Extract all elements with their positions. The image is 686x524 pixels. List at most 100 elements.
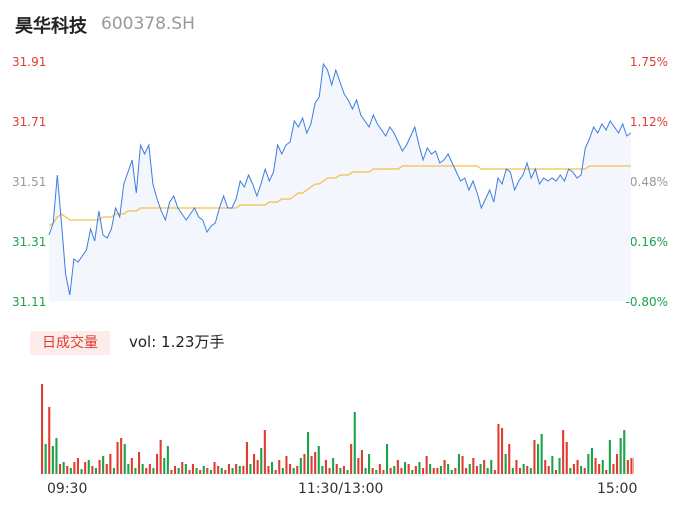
volume-bar — [400, 468, 403, 474]
volume-bar — [213, 462, 216, 474]
volume-bar — [105, 464, 108, 474]
volume-bar — [346, 470, 349, 474]
volume-bar — [224, 470, 227, 474]
volume-bar — [191, 464, 194, 474]
volume-bar — [285, 456, 288, 474]
volume-bar — [533, 440, 536, 474]
volume-bar — [130, 458, 133, 474]
volume-bar — [619, 438, 622, 474]
volume-bar — [66, 466, 69, 474]
volume-bar — [332, 458, 335, 474]
price-tick-label: 31.91 — [12, 55, 47, 69]
volume-bar — [368, 454, 371, 474]
volume-bar — [195, 468, 198, 474]
volume-bar — [317, 446, 320, 474]
volume-bar — [612, 464, 615, 474]
volume-bar — [407, 464, 410, 474]
volume-bar — [422, 468, 425, 474]
volume-bar — [55, 438, 58, 474]
volume-bar — [447, 464, 450, 474]
volume-bar — [44, 444, 47, 474]
volume-bar — [386, 444, 389, 474]
volume-bar — [80, 469, 83, 474]
volume-bar — [396, 460, 399, 474]
volume-bar — [461, 456, 464, 474]
price-tick-label: 31.71 — [12, 115, 47, 129]
volume-bar — [51, 446, 54, 474]
volume-bar — [134, 468, 137, 474]
volume-bar — [511, 468, 514, 474]
volume-bar — [170, 470, 173, 474]
volume-bar — [472, 458, 475, 474]
volume-bar — [608, 440, 611, 474]
volume-bar — [587, 454, 590, 474]
volume-bar — [554, 470, 557, 474]
volume-bar — [87, 460, 90, 474]
volume-bar — [375, 470, 378, 474]
volume-bar — [342, 466, 345, 474]
volume-bar — [238, 466, 241, 474]
stock-name: 昊华科技 — [15, 16, 87, 37]
volume-bar — [436, 468, 439, 474]
volume-bar — [371, 468, 374, 474]
volume-bar — [393, 466, 396, 474]
volume-bar — [529, 468, 532, 474]
volume-bar — [321, 466, 324, 474]
volume-bar — [540, 434, 543, 474]
volume-bar — [497, 424, 500, 474]
volume-bar — [364, 468, 367, 474]
volume-bar — [389, 468, 392, 474]
volume-bar — [569, 468, 572, 474]
volume-tab[interactable]: 日成交量 — [30, 331, 110, 355]
volume-bar — [616, 454, 619, 474]
avg-price-line — [48, 165, 631, 227]
volume-bar — [84, 462, 87, 474]
volume-bar — [177, 468, 180, 474]
volume-bar — [102, 456, 105, 474]
volume-readout: vol: 1.23万手 — [129, 333, 225, 351]
volume-bar — [626, 460, 629, 474]
pct-tick-label: -0.16% — [625, 235, 668, 249]
price-line — [48, 62, 632, 296]
volume-bar — [483, 460, 486, 474]
volume-bar — [59, 464, 62, 474]
volume-bar — [138, 452, 141, 474]
volume-bar — [551, 456, 554, 474]
price-area — [49, 64, 631, 301]
volume-bar — [544, 460, 547, 474]
volume-bar — [522, 464, 525, 474]
volume-bar — [339, 468, 342, 474]
volume-bar — [141, 464, 144, 474]
volume-bar — [439, 466, 442, 474]
volume-bar — [432, 468, 435, 474]
volume-bar — [152, 468, 155, 474]
volume-bar — [353, 412, 356, 474]
volume-bar — [181, 462, 184, 474]
volume-bar — [220, 468, 223, 474]
volume-bar — [274, 470, 277, 474]
volume-bar — [486, 468, 489, 474]
volume-bar — [328, 468, 331, 474]
volume-bar — [123, 444, 126, 474]
price-tick-label: 31.51 — [12, 175, 47, 189]
volume-bar — [48, 407, 51, 474]
volume-bar — [217, 466, 220, 474]
volume-bar — [159, 440, 162, 474]
volume-bar — [429, 464, 432, 474]
price-tick-label: 31.11 — [12, 295, 47, 309]
volume-bar — [69, 468, 72, 474]
volume-bar — [145, 468, 148, 474]
volume-bar — [227, 464, 230, 474]
volume-bar — [572, 464, 575, 474]
volume-bar — [289, 464, 292, 474]
pct-tick-label: 1.75% — [629, 55, 668, 69]
volume-bar — [404, 462, 407, 474]
volume-bar — [73, 462, 76, 474]
volume-bar — [576, 460, 579, 474]
time-label-close: 15:00 — [597, 481, 638, 497]
volume-bar — [310, 456, 313, 474]
volume-bar — [206, 468, 209, 474]
volume-bar — [357, 458, 360, 474]
volume-bar — [166, 446, 169, 474]
volume-bar — [537, 444, 540, 474]
